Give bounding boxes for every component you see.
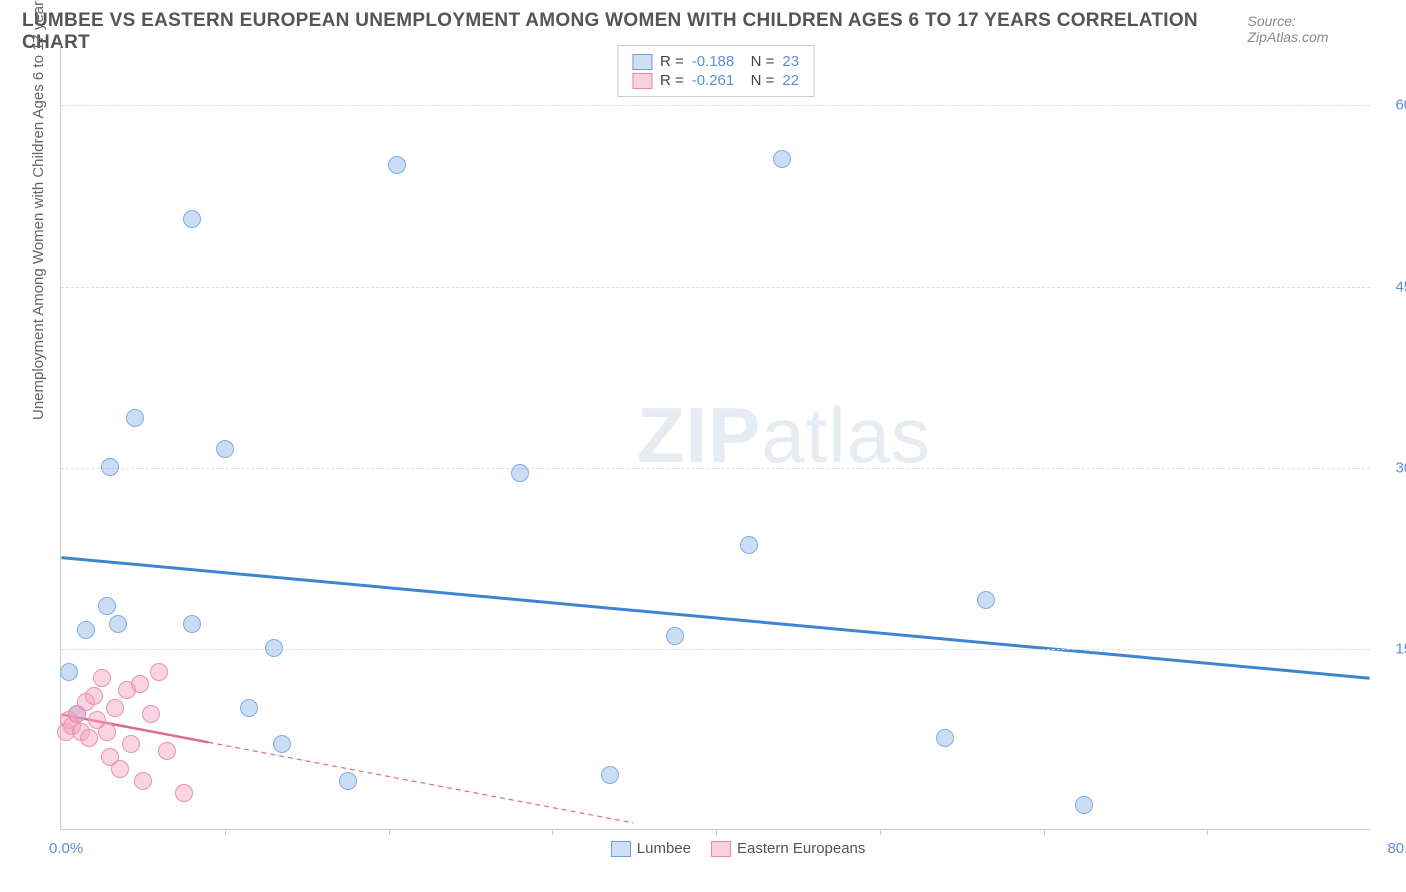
scatter-point [106,699,124,717]
scatter-point [93,669,111,687]
scatter-point [98,723,116,741]
scatter-point [158,742,176,760]
stats-r-label: R = [660,53,684,70]
scatter-point [511,464,529,482]
x-axis-min-label: 0.0% [49,840,83,857]
legend-item: Eastern Europeans [711,840,865,857]
scatter-point [80,729,98,747]
stats-r-value: -0.188 [692,53,735,70]
gridline [61,105,1370,106]
scatter-point [601,766,619,784]
scatter-point [109,615,127,633]
scatter-point [85,687,103,705]
trend-line-dashed [209,742,634,823]
scatter-point [388,156,406,174]
x-axis-tick-mark [225,829,226,835]
x-axis-tick-mark [552,829,553,835]
scatter-point [150,663,168,681]
scatter-point [977,591,995,609]
scatter-point [60,663,78,681]
gridline [61,468,1370,469]
stats-row: R = -0.261 N = 22 [632,71,799,90]
scatter-point [77,621,95,639]
scatter-point [142,705,160,723]
gridline [61,649,1370,650]
legend-label: Eastern Europeans [737,840,865,857]
scatter-point [131,675,149,693]
scatter-point [101,458,119,476]
y-axis-tick-label: 60.0% [1378,97,1406,114]
stats-n-label: N = [742,72,774,89]
x-axis-tick-mark [389,829,390,835]
stats-r-value: -0.261 [692,72,735,89]
scatter-point [240,699,258,717]
y-axis-tick-label: 45.0% [1378,278,1406,295]
legend-swatch [632,54,652,70]
x-axis-tick-mark [880,829,881,835]
scatter-point [1075,796,1093,814]
scatter-point [98,597,116,615]
stats-n-value: 22 [782,72,799,89]
legend-item: Lumbee [611,840,691,857]
scatter-point [126,409,144,427]
y-axis-label: Unemployment Among Women with Children A… [30,0,47,420]
y-axis-tick-label: 15.0% [1378,640,1406,657]
x-axis-tick-mark [1044,829,1045,835]
scatter-point [773,150,791,168]
scatter-chart: ZIPatlas R = -0.188 N = 23R = -0.261 N =… [60,45,1370,830]
scatter-point [273,735,291,753]
stats-r-label: R = [660,72,684,89]
series-legend: Lumbee Eastern Europeans [611,840,866,857]
stats-n-value: 23 [782,53,799,70]
gridline [61,287,1370,288]
scatter-point [216,440,234,458]
scatter-point [666,627,684,645]
scatter-point [183,210,201,228]
y-axis-tick-label: 30.0% [1378,459,1406,476]
scatter-point [339,772,357,790]
stats-n-label: N = [742,53,774,70]
scatter-point [183,615,201,633]
scatter-point [134,772,152,790]
scatter-point [111,760,129,778]
legend-swatch [711,841,731,857]
scatter-point [936,729,954,747]
correlation-stats-box: R = -0.188 N = 23R = -0.261 N = 22 [617,45,814,97]
x-axis-tick-mark [1207,829,1208,835]
legend-swatch [632,73,652,89]
scatter-point [265,639,283,657]
stats-row: R = -0.188 N = 23 [632,52,799,71]
source-attribution: Source: ZipAtlas.com [1248,13,1379,45]
legend-label: Lumbee [637,840,691,857]
scatter-point [740,536,758,554]
trend-line [61,558,1369,679]
x-axis-max-label: 80.0% [1387,840,1406,857]
scatter-point [122,735,140,753]
legend-swatch [611,841,631,857]
x-axis-tick-mark [716,829,717,835]
scatter-point [175,784,193,802]
